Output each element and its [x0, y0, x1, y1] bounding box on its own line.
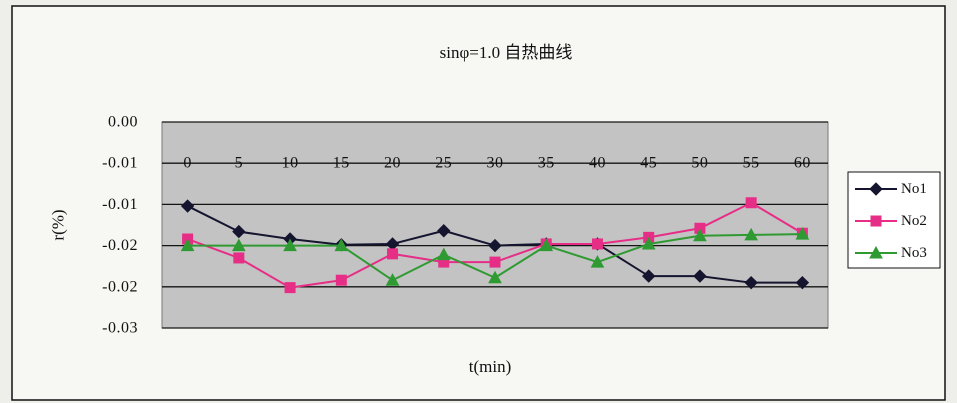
chart-title: sinφ=1.0 自热曲线 — [440, 43, 573, 62]
no2-point — [591, 238, 603, 250]
legend-item-no2: No2 — [855, 213, 927, 229]
no2-point — [489, 256, 501, 268]
no3-point — [641, 236, 656, 250]
y-tick-label: -0.01 — [102, 196, 138, 213]
y-tick-label: -0.01 — [102, 155, 138, 172]
legend-marker — [869, 245, 883, 259]
x-tick-label: 25 — [435, 155, 452, 172]
no1-point — [180, 199, 195, 213]
no1-point — [232, 224, 246, 239]
no3-point — [795, 227, 810, 240]
legend-item-no3: No3 — [855, 245, 927, 261]
x-tick-label: 30 — [487, 155, 504, 172]
no3-point — [283, 238, 297, 252]
x-tick-label: 0 — [183, 155, 192, 172]
legend-label: No2 — [901, 213, 927, 229]
no2-point — [387, 248, 399, 260]
x-tick-label: 5 — [235, 155, 244, 172]
no3-point — [334, 238, 349, 252]
no1-point — [795, 275, 810, 290]
no2-point — [335, 274, 347, 286]
y-tick-label: -0.02 — [102, 278, 138, 295]
no3-point — [539, 238, 554, 252]
no3-point — [693, 228, 707, 242]
x-tick-label: 60 — [794, 155, 811, 172]
no3-point — [488, 270, 502, 284]
series-group — [180, 197, 810, 294]
legend-items: No1 No2 No3 — [855, 181, 927, 261]
legend-label: No3 — [901, 245, 927, 261]
no3-point — [744, 227, 758, 241]
no1-point — [488, 238, 502, 253]
y-axis-label: r(%) — [49, 209, 68, 240]
no3-point — [180, 238, 195, 252]
no1-point — [437, 224, 451, 238]
x-tick-label: 10 — [282, 155, 299, 172]
x-tick-labels: 0 5 10 15 20 25 30 35 40 45 50 55 60 — [183, 155, 811, 172]
no2-point — [233, 252, 245, 264]
x-tick-label: 15 — [333, 155, 350, 172]
no3-point — [385, 273, 400, 286]
legend: No1 No2 No3 — [847, 171, 941, 269]
y-tick-label: -0.02 — [102, 237, 138, 254]
no3-point — [590, 255, 605, 268]
no1-point — [744, 275, 758, 290]
no3-point — [436, 247, 451, 261]
x-tick-label: 20 — [384, 155, 401, 172]
x-tick-label: 55 — [743, 155, 760, 172]
x-tick-label: 50 — [691, 155, 708, 172]
no2-point — [745, 197, 757, 209]
legend-label: No1 — [901, 181, 927, 197]
x-tick-label: 45 — [640, 155, 657, 172]
plot-area — [161, 121, 829, 329]
no1-point — [641, 269, 656, 283]
no3-series — [180, 227, 810, 286]
no2-point — [284, 282, 296, 294]
legend-item-no1: No1 — [855, 181, 927, 197]
y-tick-label: 0.00 — [108, 114, 138, 131]
legend-marker — [869, 182, 883, 196]
no1-point — [693, 269, 707, 283]
y-tick-labels: 0.00 -0.01 -0.01 -0.02 -0.02 -0.03 — [102, 114, 138, 337]
no3-point — [232, 238, 246, 252]
x-tick-label: 35 — [538, 155, 555, 172]
legend-marker — [870, 215, 882, 227]
x-axis-label: t(min) — [469, 357, 512, 376]
gridlines — [162, 121, 828, 329]
x-tick-label: 40 — [589, 155, 606, 172]
y-tick-label: -0.03 — [102, 320, 138, 337]
